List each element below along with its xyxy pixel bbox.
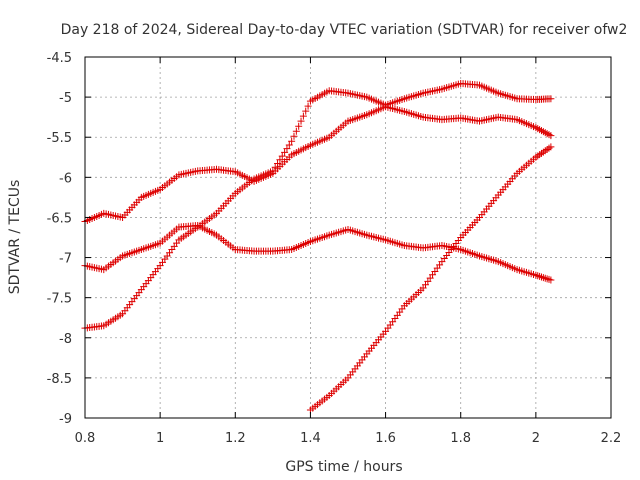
x-axis-label: GPS time / hours [285, 459, 402, 475]
x-tick-label: 1.6 [375, 431, 396, 446]
data-point-marker [292, 127, 300, 135]
data-point-marker [283, 145, 291, 153]
data-marks [81, 79, 555, 414]
y-tick-label: -4.5 [47, 51, 72, 66]
x-tick-label: 1 [156, 431, 164, 446]
tick-layer: 0.8 1 1.2 1.4 1.6 1.8 2 2.2 -4.5 -5 -5.5 -6 -6.5 -7 -7… [47, 51, 622, 446]
data-point-marker [541, 274, 549, 282]
y-tick-label: -8.5 [47, 372, 72, 387]
x-tick-label: 1.2 [225, 431, 246, 446]
data-point-marker [547, 132, 555, 140]
series-3 [81, 221, 555, 284]
data-point-marker [547, 95, 555, 103]
data-point-marker [547, 276, 555, 284]
data-point-marker [281, 148, 289, 156]
y-tick-label: -5.5 [47, 131, 72, 146]
y-tick-label: -6 [59, 171, 72, 186]
x-tick-label: 1.4 [300, 431, 321, 446]
data-point-marker [304, 102, 312, 110]
data-point-marker [290, 132, 298, 140]
data-point-marker [285, 141, 293, 149]
data-point-marker [539, 274, 547, 282]
data-point-marker [299, 112, 307, 120]
data-point-marker [547, 143, 555, 151]
data-point-marker [534, 272, 542, 280]
x-tick-label: 0.8 [75, 431, 96, 446]
data-point-marker [297, 117, 305, 125]
y-tick-label: -6.5 [47, 211, 72, 226]
data-point-marker [545, 275, 553, 283]
y-axis-label: SDTVAR / TECUs [7, 180, 23, 295]
series-2 [81, 79, 555, 332]
x-tick-label: 1.8 [450, 431, 471, 446]
x-tick-label: 2 [532, 431, 540, 446]
y-tick-label: -5 [59, 91, 72, 106]
data-point-marker [537, 273, 545, 281]
data-point-marker [278, 152, 286, 160]
data-point-marker [269, 167, 277, 175]
data-point-marker [536, 272, 544, 280]
y-tick-label: -7.5 [47, 292, 72, 307]
y-tick-label: -9 [59, 412, 72, 427]
y-tick-label: -7 [59, 252, 72, 267]
series-4 [306, 143, 555, 414]
data-point-marker [288, 137, 296, 145]
data-point-marker [302, 107, 310, 115]
data-point-marker [274, 159, 282, 167]
data-point-marker [271, 163, 279, 171]
data-point-marker [295, 122, 303, 130]
chart-title: Day 218 of 2024, Sidereal Day-to-day VTE… [61, 22, 628, 38]
y-tick-label: -8 [59, 332, 72, 347]
data-point-marker [543, 275, 551, 283]
data-point-marker [276, 156, 284, 164]
series-1 [81, 103, 555, 225]
x-tick-label: 2.2 [601, 431, 622, 446]
plot-frame [84, 56, 612, 419]
